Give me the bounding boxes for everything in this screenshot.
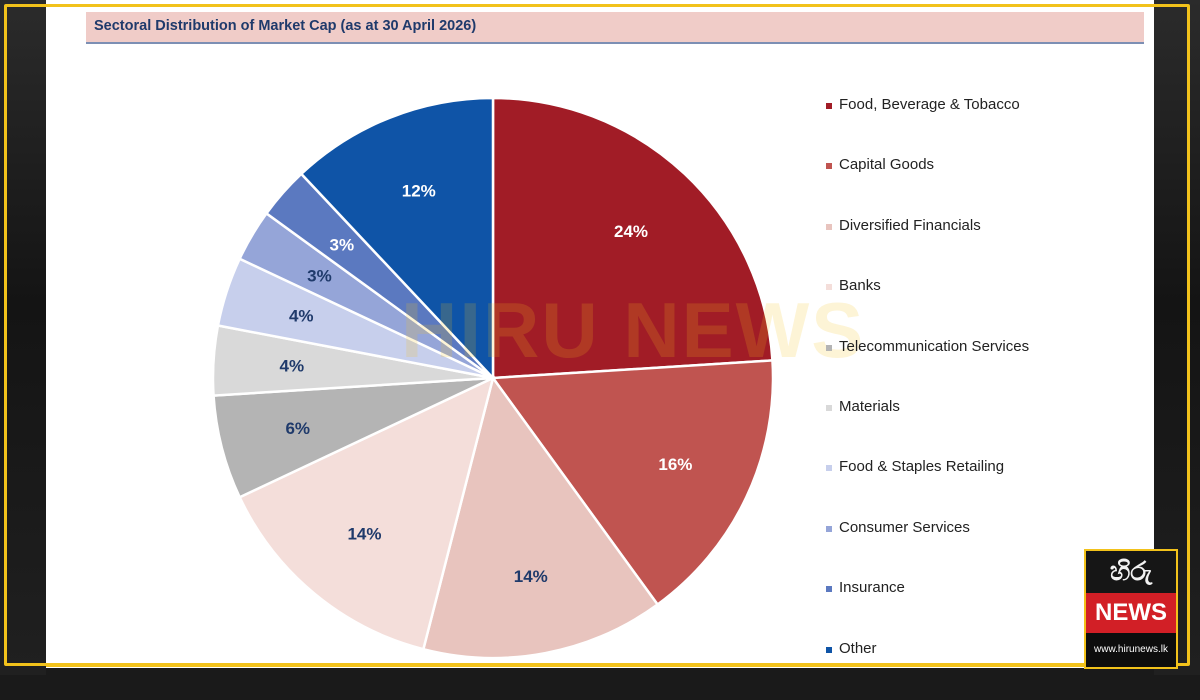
legend-item-banks: Banks (826, 277, 1126, 337)
legend-label: Telecommunication Services (839, 337, 1030, 355)
legend-label: Banks (839, 277, 881, 295)
data-label-materials: 4% (280, 356, 305, 375)
pie-slice-banks (237, 375, 495, 651)
legend-label: Food, Beverage & Tobacco (839, 96, 1020, 113)
chart-title: Sectoral Distribution of Market Cap (as … (94, 18, 477, 34)
legend-label: Other (839, 639, 877, 657)
data-label-telecommunication-services: 6% (285, 419, 310, 438)
legend-label: Consumer Services (839, 518, 970, 536)
legend-item-consumer-services: Consumer Services (826, 519, 1126, 579)
legend-swatch (826, 223, 832, 230)
legend-swatch (826, 646, 832, 653)
pie-slice-other (299, 96, 495, 382)
data-label-food-beverage-and-tobacco: 24% (614, 222, 648, 241)
chart-panel: Sectoral Distribution of Market Cap (as … (46, 0, 1154, 668)
data-label-food-and-staples-retailing: 4% (289, 307, 314, 326)
legend-item-capital-goods: Capital Goods (826, 156, 1126, 216)
legend-label: Insurance (839, 579, 905, 597)
title-bar: Sectoral Distribution of Market Cap (as … (86, 12, 1144, 44)
hiru-news-logo: හිරු NEWS www.hirunews.lk (1084, 549, 1178, 669)
legend-swatch (826, 103, 832, 109)
pie-slice-diversified-financials (421, 375, 660, 660)
background-left (0, 0, 46, 675)
legend-item-food-beverage-and-tobacco: Food, Beverage & Tobacco (826, 96, 1126, 156)
legend-item-food-and-staples-retailing: Food & Staples Retailing (826, 458, 1126, 518)
legend-item-diversified-financials: Diversified Financials (826, 217, 1126, 277)
legend-item-telecommunication-services: Telecommunication Services (826, 338, 1126, 398)
data-label-other: 12% (402, 182, 436, 201)
legend-item-other: Other (826, 640, 1126, 700)
pie-chart: 24% 16% 14% 14% 6% 4% 4% 3% 3% 12% (211, 96, 775, 660)
legend-label: Materials (839, 397, 900, 415)
legend-swatch (826, 404, 832, 411)
legend-swatch (826, 344, 832, 351)
data-label-consumer-services: 3% (307, 266, 332, 285)
legend-swatch (826, 525, 832, 532)
legend-swatch (826, 586, 832, 593)
logo-news-text: NEWS (1086, 593, 1176, 633)
pie-slice-capital-goods (490, 359, 775, 607)
legend-swatch (826, 163, 832, 170)
data-label-diversified-financials: 14% (514, 567, 548, 586)
legend-swatch (826, 284, 832, 291)
data-label-insurance: 3% (329, 236, 354, 255)
data-label-capital-goods: 16% (658, 455, 692, 474)
legend-item-insurance: Insurance (826, 579, 1126, 639)
logo-sinhala-text: හිරු (1086, 551, 1176, 593)
legend-label: Diversified Financials (839, 216, 981, 234)
logo-url-text: www.hirunews.lk (1086, 633, 1176, 667)
chart-legend: Food, Beverage & Tobacco Capital Goods Div… (826, 96, 1126, 700)
legend-label: Capital Goods (839, 156, 935, 174)
legend-label: Food & Staples Retailing (839, 458, 1005, 476)
data-label-banks: 14% (347, 524, 381, 543)
legend-swatch (826, 465, 832, 472)
legend-item-materials: Materials (826, 398, 1126, 458)
pie-slice-food-beverage-and-tobacco (491, 96, 774, 380)
frame-border (4, 4, 1190, 666)
